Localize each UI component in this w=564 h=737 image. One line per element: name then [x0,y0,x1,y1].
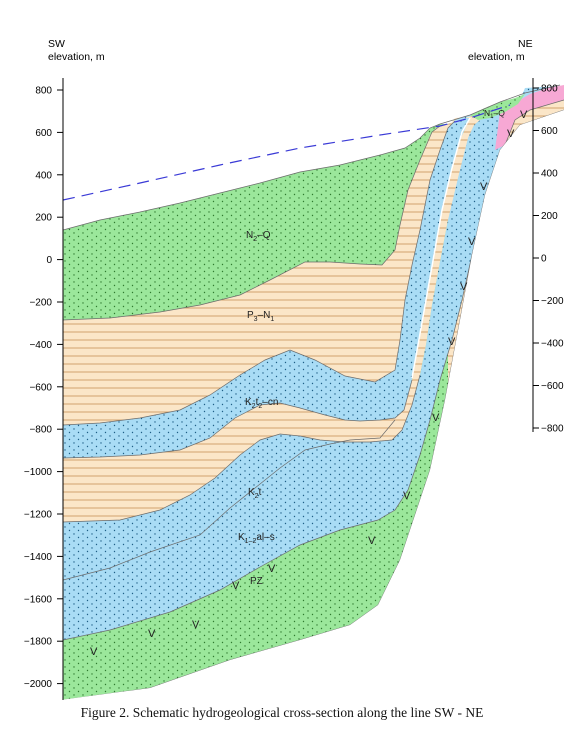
basement-v-symbol: V [432,412,440,424]
left-tick-label: −1800 [24,637,53,648]
left-tick-label: 200 [35,213,52,224]
right-tick-label: 0 [541,254,547,265]
left-axis-ticks: 800 600 400 200 0 −200 −400 −600 −800 −1000 −1200 −… [24,86,63,690]
basement-v-symbol: V [520,109,528,121]
left-tick-label: 400 [35,170,52,181]
right-tick-label: 800 [541,84,558,95]
left-tick-label: 600 [35,128,52,139]
basement-v-symbol: V [192,619,200,631]
right-tick-label: 400 [541,169,558,180]
left-tick-label: −600 [29,382,52,393]
left-direction-label: SW [48,38,65,50]
right-tick-label: 600 [541,126,558,137]
below-basement-blank [60,110,564,732]
layer-k2t-lower-hatch [63,120,472,522]
left-tick-label: −1400 [24,552,53,563]
basement-v-symbol: V [232,580,240,592]
basement-v-symbol: V [148,628,156,640]
figure-caption: Figure 2. Schematic hydrogeological cros… [80,705,484,720]
right-tick-label: −600 [541,381,564,392]
right-tick-label: 200 [541,211,558,222]
layer-k2t2-cn-core [63,118,470,458]
left-tick-label: −1200 [24,510,53,521]
right-axis-ticks: 800 600 400 200 0 −200 −400 −600 −800 [533,84,564,435]
basement-v-symbol: V [90,646,98,658]
fault-line [411,117,471,379]
label-n2-q: N2–Q [246,230,271,243]
left-tick-label: −2000 [24,679,53,690]
basement-v-symbol: V [468,236,476,248]
layer-p3-n1-wedge [63,121,455,425]
layer-pz-top-right [495,85,564,150]
label-k12-als: K1–2al–s [238,532,275,545]
left-tick-label: −200 [29,298,52,309]
right-tick-label: −800 [541,424,564,435]
left-tick-label: −1600 [24,594,53,605]
left-tick-label: −1000 [24,467,53,478]
basement-v-symbol: V [460,281,468,293]
label-k2t2-cn: K2t2–cn [245,397,278,410]
label-n1-q: N1–Q [484,108,505,120]
right-tick-label: −200 [541,296,564,307]
left-tick-label: −800 [29,425,52,436]
basement-v-symbol: V [368,535,376,547]
left-elevation-label: elevation, m [48,51,105,63]
basement-v-symbol: V [448,336,456,348]
basement-v-symbol: V [268,563,276,575]
basement-v-symbol: V [480,181,488,193]
right-tick-label: −400 [541,339,564,350]
label-p3-n1: P3–N1 [247,310,274,323]
left-tick-label: −400 [29,340,52,351]
left-tick-label: 0 [46,255,52,266]
label-pz: PZ [250,576,263,587]
basement-v-symbol: V [403,490,411,502]
label-k2t: K2t [248,487,262,500]
right-direction-label: NE [518,38,533,50]
basement-v-symbol: V [507,128,515,140]
layer-k12-als-band [63,100,522,640]
water-table-dashed [62,104,511,201]
left-tick-label: 800 [35,86,52,97]
right-elevation-label: elevation, m [468,51,525,63]
